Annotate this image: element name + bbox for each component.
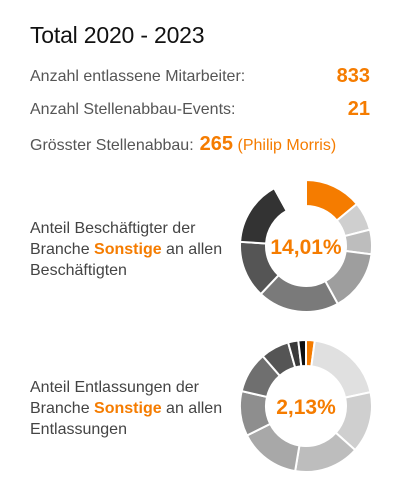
donut1-segment-7	[272, 178, 307, 213]
stat-events-value: 21	[347, 98, 370, 120]
stat-groesster-company: (Philip Morris)	[237, 137, 337, 154]
donut-chart-beschaeftigte: 14,01%	[239, 178, 373, 313]
chart2-description-highlight: Sonstige	[94, 400, 162, 417]
chart1-description-highlight: Sonstige	[94, 241, 162, 258]
chart1-description-part3: an allen Beschäftigten	[30, 241, 223, 279]
stat-groesster-label: Grösster Stellenabbau:	[30, 137, 194, 154]
stat-events-label: Anzahl Stellenabbau-Events:	[30, 101, 236, 118]
chart1-description-part1: Anteil Beschäftigter der Branche	[30, 220, 196, 258]
donut2-segment-9	[297, 338, 307, 368]
stat-groesster-row: Grösster Stellenabbau: 265 (Philip Morris…	[30, 133, 370, 156]
donut1-center-label: 14,01%	[270, 236, 342, 259]
chart2-description-part1: Anteil Entlassungen der Branche	[30, 379, 199, 417]
donut-chart-entlassungen: 2,13%	[239, 338, 373, 473]
stat-groesster-value: 265	[199, 133, 234, 155]
donut2-center-label: 2,13%	[276, 396, 336, 419]
page-title: Total 2020 - 2023	[30, 22, 205, 48]
stat-entlassene-value: 833	[336, 65, 370, 87]
stat-events-row: Anzahl Stellenabbau-Events: 21	[30, 98, 370, 120]
chart2-description-part3: an allen Entlassungen	[30, 400, 223, 438]
stat-entlassene-label: Anzahl entlassene Mitarbeiter:	[30, 68, 246, 85]
stat-entlassene-row: Anzahl entlassene Mitarbeiter: 833	[30, 65, 370, 87]
donut2-segment-1	[310, 339, 372, 399]
chart1-description: Anteil Beschäftigter der Branche Sonstig…	[30, 218, 235, 281]
chart2-description: Anteil Entlassungen der Branche Sonstige…	[30, 377, 235, 440]
